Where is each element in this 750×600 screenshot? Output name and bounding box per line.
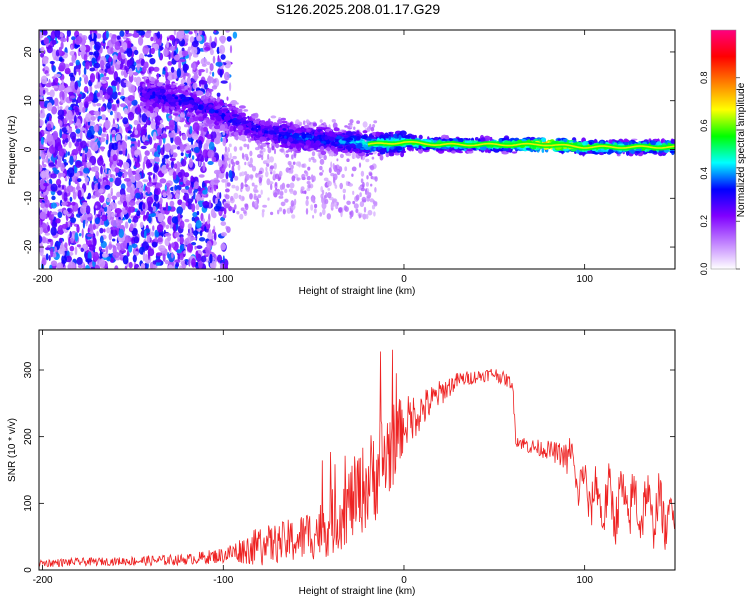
snr-x-tick-label: 0: [401, 575, 407, 586]
spectrogram-y-label: Frequency (Hz): [7, 116, 18, 185]
snr-series-line: [39, 349, 675, 568]
snr-y-tick-label: 100: [23, 495, 34, 512]
snr-y-label: SNR (10 * v/v): [7, 418, 18, 482]
snr-x-tick-label: 100: [576, 575, 593, 586]
colorbar-tick-label: 0.0: [699, 263, 709, 276]
spectrogram-y-tick-label: 20: [23, 46, 34, 58]
snr-y-tick-label: 300: [23, 361, 34, 378]
spectrogram-y-tick-label: 0: [23, 146, 34, 152]
spectrogram-y-tick-label: -10: [23, 191, 34, 206]
spectrogram-heatmap: [39, 30, 675, 269]
snr-y-tick-label: 0: [23, 567, 34, 573]
spectrogram-x-tick-label: -100: [213, 274, 233, 285]
colorbar-tick-label: 0.4: [699, 167, 709, 180]
colorbar-ticks: 0.0 0.2 0.4 0.6 0.8: [699, 72, 740, 276]
colorbar-label: Normalized spectral amplitude: [736, 82, 747, 217]
colorbar-tick-label: 0.2: [699, 215, 709, 228]
spectrogram-x-tick-label: 100: [576, 274, 593, 285]
spectrogram-y-tick-label: -20: [23, 239, 34, 254]
spectrogram-y-tick-label: 10: [23, 95, 34, 107]
spectrogram-x-label: Height of straight line (km): [299, 286, 416, 297]
figure-title: S126.2025.208.01.17.G29: [275, 1, 441, 17]
spectrogram-x-tick-label: 0: [401, 274, 407, 285]
colorbar-tick-label: 0.6: [699, 119, 709, 132]
snr-x-tick-label: -100: [213, 575, 233, 586]
snr-x-tick-label: -200: [33, 575, 53, 586]
colorbar: 0.0 0.2 0.4 0.6 0.8 Normalized spectral ampl…: [699, 29, 747, 276]
colorbar-tick-label: 0.8: [699, 72, 709, 85]
colorbar-gradient: [711, 30, 736, 269]
snr-frame: [38, 329, 676, 571]
snr-y-tick-label: 200: [23, 428, 34, 445]
snr-x-label: Height of straight line (km): [299, 586, 416, 597]
snr-axes: -200 -100 0 100 0 100 200 300: [23, 330, 675, 586]
snr-panel: -200 -100 0 100 0 100 200 300 Height of straigh…: [7, 329, 676, 597]
spectrogram-x-tick-label: -200: [33, 274, 53, 285]
